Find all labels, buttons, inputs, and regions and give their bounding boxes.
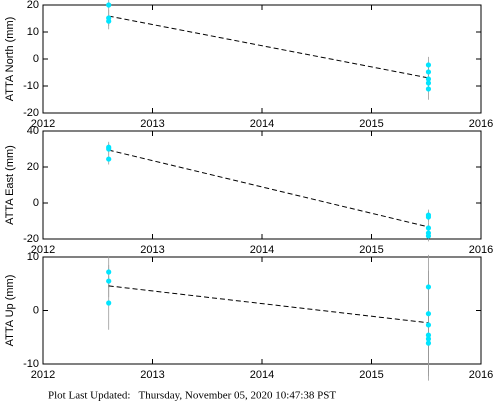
y-tick-label: 10: [27, 251, 39, 263]
y-tick-label: 0: [33, 197, 39, 209]
x-tick-label: 2012: [31, 369, 55, 381]
y-tick-label: 0: [33, 53, 39, 65]
data-point: [106, 300, 112, 306]
data-point: [425, 80, 432, 86]
y-tick-label: 40: [27, 125, 39, 137]
data-point: [425, 340, 432, 346]
x-tick-label: 2015: [359, 118, 383, 130]
data-point: [106, 146, 112, 152]
data-point: [106, 18, 112, 24]
x-tick-label: 2015: [359, 369, 383, 381]
y-tick-label: -20: [23, 233, 39, 245]
data-point: [425, 86, 432, 92]
y-tick-label: 10: [27, 26, 39, 38]
x-tick-label: 2015: [359, 244, 383, 256]
x-tick-label: 2016: [469, 369, 493, 381]
x-tick-label: 2014: [250, 369, 274, 381]
x-tick-label: 2014: [250, 244, 274, 256]
data-point: [425, 336, 432, 342]
y-tick-label: 20: [27, 0, 39, 11]
data-point: [425, 62, 432, 68]
data-point: [106, 278, 112, 284]
trend-line: [108, 149, 429, 228]
y-tick-label: -20: [23, 107, 39, 119]
y-axis-label: ATTA Up (mm): [4, 275, 16, 347]
data-point: [425, 214, 432, 220]
data-point: [106, 2, 112, 8]
trend-line: [108, 15, 429, 79]
y-tick-label: -10: [23, 358, 39, 370]
y-tick-label: 0: [33, 304, 39, 316]
data-point: [425, 233, 432, 239]
data-point: [425, 76, 432, 82]
data-point: [425, 322, 432, 328]
data-point: [106, 269, 112, 275]
x-tick-label: 2016: [469, 118, 493, 130]
data-point: [425, 311, 432, 317]
y-axis-label: ATTA East (mm): [4, 145, 16, 225]
y-tick-label: -10: [23, 80, 39, 92]
y-axis-label: ATTA North (mm): [4, 17, 16, 102]
x-tick-label: 2013: [140, 369, 164, 381]
data-point: [106, 156, 112, 162]
data-point: [425, 69, 432, 75]
data-point: [425, 284, 432, 290]
x-tick-label: 2013: [140, 244, 164, 256]
footer: Plot Last Updated: Thursday, November 05…: [48, 390, 336, 402]
data-point: [425, 225, 432, 231]
x-tick-label: 2012: [31, 244, 55, 256]
trend-line: [108, 285, 429, 324]
x-tick-label: 2013: [140, 118, 164, 130]
x-tick-label: 2012: [31, 118, 55, 130]
x-tick-label: 2016: [469, 244, 493, 256]
y-tick-label: 20: [27, 161, 39, 173]
x-tick-label: 2014: [250, 118, 274, 130]
data-point: [425, 332, 432, 338]
